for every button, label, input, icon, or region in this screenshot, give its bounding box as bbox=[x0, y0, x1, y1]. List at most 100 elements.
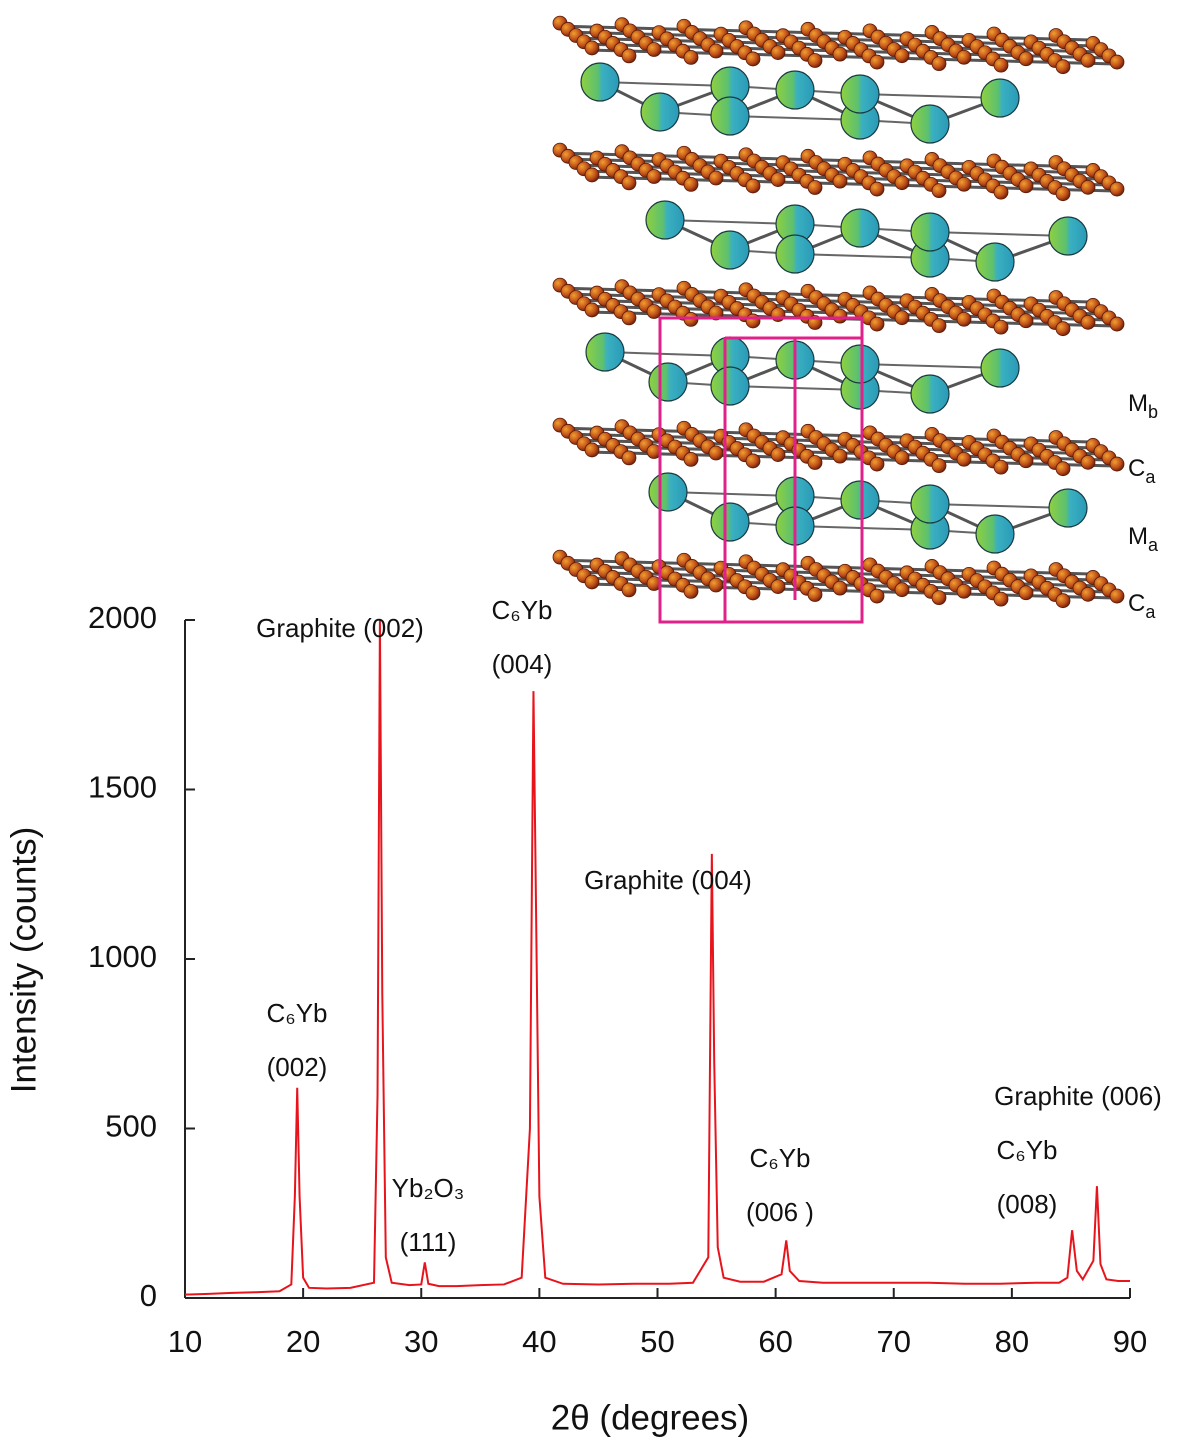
carbon-atom bbox=[895, 176, 909, 190]
carbon-atom bbox=[808, 588, 822, 602]
bond bbox=[860, 94, 1000, 98]
carbon-atom bbox=[684, 50, 698, 64]
carbon-atom bbox=[895, 451, 909, 465]
carbon-atom bbox=[1110, 317, 1124, 331]
carbon-atom bbox=[957, 177, 971, 191]
carbon-atom bbox=[1019, 52, 1033, 66]
label-subscript: b bbox=[1148, 402, 1158, 422]
figure: 2θ (degrees) Intensity (counts) 05001000… bbox=[0, 0, 1190, 1449]
carbon-atom bbox=[932, 319, 946, 333]
carbon-atom bbox=[622, 311, 636, 325]
carbon-atom bbox=[771, 46, 785, 60]
metal-atom bbox=[841, 345, 879, 383]
carbon-atom bbox=[1110, 182, 1124, 196]
metal-atom bbox=[711, 231, 749, 269]
carbon-atom bbox=[746, 52, 760, 66]
x-axis-title: 2θ (degrees) bbox=[551, 1398, 749, 1437]
metal-atom bbox=[841, 481, 879, 519]
carbon-atom bbox=[709, 446, 723, 460]
carbon-atom bbox=[870, 457, 884, 471]
metal-atom bbox=[776, 71, 814, 109]
carbon-atom bbox=[647, 42, 661, 56]
carbon-atom bbox=[585, 303, 599, 317]
carbon-atom bbox=[771, 448, 785, 462]
x-tick-label: 30 bbox=[404, 1324, 438, 1359]
carbon-atom bbox=[709, 171, 723, 185]
carbon-atom bbox=[585, 168, 599, 182]
carbon-atom bbox=[833, 449, 847, 463]
metal-layer bbox=[646, 201, 1087, 281]
carbon-atom bbox=[1019, 454, 1033, 468]
carbon-atom bbox=[1081, 587, 1095, 601]
bond bbox=[930, 232, 1068, 236]
carbon-atom bbox=[994, 58, 1008, 72]
peak-annotation: Graphite (004) bbox=[584, 865, 752, 895]
peak-annotation: Yb₂O₃ bbox=[392, 1173, 465, 1203]
carbon-atom bbox=[1081, 180, 1095, 194]
peak-annotation: (004) bbox=[492, 649, 553, 679]
crystal-structure bbox=[553, 16, 1124, 622]
carbon-atom bbox=[932, 57, 946, 71]
carbon-atom bbox=[1056, 322, 1070, 336]
carbon-atom bbox=[622, 451, 636, 465]
peak-annotation: Graphite (006) bbox=[994, 1081, 1162, 1111]
carbon-atom bbox=[957, 584, 971, 598]
carbon-atom bbox=[957, 50, 971, 64]
metal-atom bbox=[911, 375, 949, 413]
carbon-atom bbox=[994, 460, 1008, 474]
structure-label: Ca bbox=[1128, 590, 1156, 621]
metal-atom bbox=[976, 243, 1014, 281]
carbon-layer bbox=[553, 418, 1124, 476]
x-tick-label: 20 bbox=[286, 1324, 320, 1359]
label-text: C bbox=[1128, 455, 1145, 482]
metal-atom bbox=[981, 349, 1019, 387]
carbon-atom bbox=[1110, 589, 1124, 603]
peak-annotation: (111) bbox=[400, 1227, 457, 1257]
carbon-atom bbox=[932, 459, 946, 473]
carbon-atom bbox=[1056, 60, 1070, 74]
metal-atom bbox=[841, 75, 879, 113]
page: {"chart_data": { "type": "line", "x_labe… bbox=[0, 0, 1190, 1449]
carbon-atom bbox=[1056, 462, 1070, 476]
carbon-atom bbox=[622, 49, 636, 63]
carbon-atom bbox=[585, 443, 599, 457]
metal-atom bbox=[649, 363, 687, 401]
carbon-atom bbox=[647, 304, 661, 318]
metal-atom bbox=[649, 473, 687, 511]
metal-atom bbox=[581, 63, 619, 101]
carbon-atom bbox=[808, 54, 822, 68]
x-tick-label: 40 bbox=[522, 1324, 556, 1359]
structure-label: Ma bbox=[1128, 523, 1159, 554]
metal-atom bbox=[911, 485, 949, 523]
peak-annotation: (008) bbox=[997, 1189, 1058, 1219]
carbon-atom bbox=[771, 580, 785, 594]
carbon-atom bbox=[709, 578, 723, 592]
carbon-layer bbox=[553, 278, 1124, 336]
carbon-layer bbox=[553, 16, 1124, 74]
metal-atom bbox=[911, 213, 949, 251]
peak-annotation: C₆Yb bbox=[266, 998, 327, 1028]
carbon-atom bbox=[771, 173, 785, 187]
metal-atom bbox=[1049, 217, 1087, 255]
carbon-atom bbox=[746, 454, 760, 468]
carbon-atom bbox=[585, 575, 599, 589]
carbon-atom bbox=[1110, 457, 1124, 471]
carbon-atom bbox=[870, 182, 884, 196]
peak-annotation: C₆Yb bbox=[491, 595, 552, 625]
carbon-atom bbox=[746, 586, 760, 600]
carbon-atom bbox=[1110, 55, 1124, 69]
metal-layer bbox=[649, 473, 1087, 553]
x-tick-label: 90 bbox=[1113, 1324, 1147, 1359]
label-subscript: a bbox=[1145, 467, 1156, 487]
label-text: M bbox=[1128, 523, 1148, 550]
label-subscript: a bbox=[1145, 602, 1156, 622]
carbon-atom bbox=[1081, 53, 1095, 67]
carbon-atom bbox=[684, 584, 698, 598]
structure-label: Ca bbox=[1128, 455, 1156, 486]
y-axis-title: Intensity (counts) bbox=[4, 827, 43, 1094]
bond bbox=[795, 254, 930, 258]
x-tick-label: 10 bbox=[168, 1324, 202, 1359]
y-tick-label: 1000 bbox=[88, 939, 157, 974]
carbon-atom bbox=[833, 581, 847, 595]
label-text: C bbox=[1128, 590, 1145, 617]
